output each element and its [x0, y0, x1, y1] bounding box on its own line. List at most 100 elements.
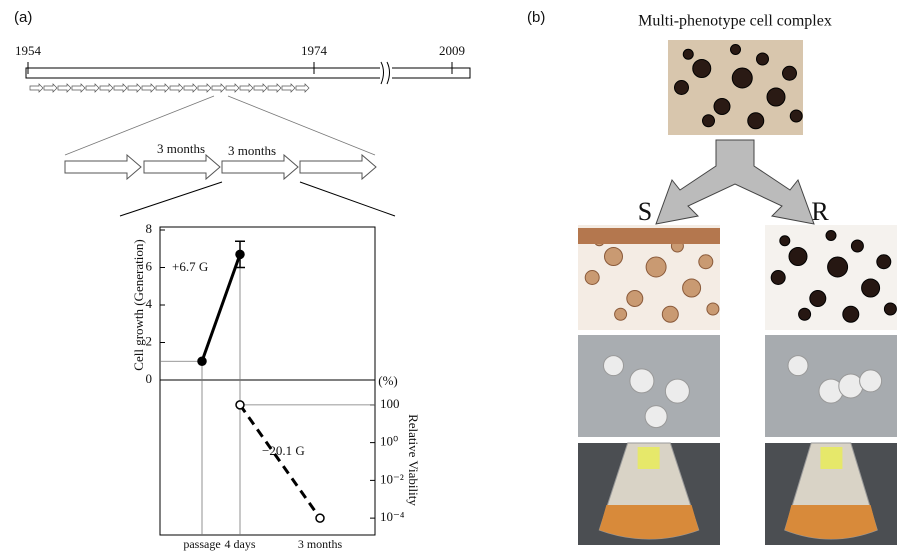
colony: [584, 270, 600, 285]
point: [315, 513, 325, 523]
colony: [789, 109, 803, 123]
big-arrow: [64, 153, 142, 181]
colony: [859, 369, 883, 393]
colony: [850, 239, 864, 253]
colony: [603, 355, 624, 377]
colony: [629, 368, 655, 394]
panel-label: (a): [14, 9, 32, 26]
colony: [698, 254, 714, 270]
split-arrow: [655, 139, 815, 225]
colony: [827, 256, 849, 278]
medium: [784, 505, 878, 539]
big-arrow: [299, 153, 377, 181]
y2-tick-label: 10⁻⁴: [380, 509, 405, 524]
panel-label: (b): [527, 9, 545, 26]
colony: [770, 270, 786, 285]
small-arrow: [183, 83, 198, 93]
label-tag: [820, 447, 843, 469]
colony: [682, 278, 702, 298]
small-arrow: [141, 83, 156, 93]
colony: [614, 307, 628, 321]
y2-tick-label: 100: [380, 396, 400, 411]
break-mark: [380, 61, 390, 85]
colony: [787, 355, 809, 377]
annotation: −20.1 G: [262, 443, 305, 458]
y-tick-label: 4: [146, 296, 153, 311]
colony: [706, 302, 720, 316]
colony: [644, 405, 668, 429]
colony: [645, 256, 667, 278]
colony: [788, 247, 808, 266]
colony: [674, 80, 689, 95]
small-arrow: [281, 83, 296, 93]
passage-arrows: [29, 83, 310, 93]
x-tick-label: passage: [183, 537, 220, 551]
colony: [779, 235, 791, 247]
small-arrow: [295, 83, 310, 93]
small-arrow: [253, 83, 268, 93]
colony: [756, 52, 769, 66]
small-arrow: [169, 83, 184, 93]
plot-frame: [159, 226, 376, 536]
y2-tick-label: 10⁻²: [380, 471, 404, 486]
panel-title: Multi-phenotype cell complex: [638, 13, 832, 30]
small-arrow: [29, 83, 44, 93]
colony: [661, 305, 679, 323]
colony: [692, 59, 712, 78]
tube: [578, 228, 720, 244]
small-arrow: [211, 83, 226, 93]
big-arrow: [221, 153, 299, 181]
colony: [626, 290, 644, 307]
zoom-lines: [119, 181, 396, 217]
colony: [747, 112, 765, 130]
point: [235, 249, 245, 260]
small-arrow: [113, 83, 128, 93]
colony: [838, 373, 864, 399]
colony: [883, 302, 897, 316]
series-line: [200, 253, 242, 362]
small-arrow: [127, 83, 142, 93]
small-arrow: [197, 83, 212, 93]
small-arrow: [71, 83, 86, 93]
colony: [604, 247, 623, 266]
x-tick-label: 4 days: [225, 537, 256, 551]
year: 1954: [15, 43, 42, 58]
small-arrow: [99, 83, 114, 93]
group-label: R: [811, 197, 829, 226]
medium: [599, 505, 699, 539]
point: [197, 356, 207, 366]
small-arrow: [43, 83, 58, 93]
colony: [702, 114, 715, 128]
y-tick-label: 2: [146, 333, 153, 348]
duration: 3 months: [157, 141, 205, 156]
year: 1974: [301, 43, 328, 58]
colony: [664, 378, 690, 404]
colony: [825, 230, 837, 241]
colony: [731, 67, 753, 89]
y-tick-label: 0: [146, 371, 153, 386]
colony: [809, 290, 827, 307]
colony: [730, 44, 741, 55]
colony: [842, 305, 860, 323]
x-tick-label: 3 months: [298, 537, 343, 551]
y2-axis-label: Relative Viability: [406, 414, 421, 506]
y2-unit: (%): [378, 373, 398, 388]
period-arrows: [64, 153, 377, 181]
timeline-bar: [25, 67, 471, 79]
small-arrow: [225, 83, 240, 93]
series-line: [238, 404, 322, 519]
small-arrow: [85, 83, 100, 93]
point: [235, 400, 245, 410]
year: 2009: [439, 43, 465, 58]
colony: [876, 254, 892, 270]
annotation: +6.7 G: [172, 259, 208, 274]
small-arrow: [239, 83, 254, 93]
y-tick-label: 6: [146, 258, 153, 273]
group-label: S: [638, 197, 652, 226]
guide-lines: [160, 254, 375, 535]
zoom-lines: [64, 95, 376, 156]
photos: [578, 40, 897, 545]
small-arrow: [267, 83, 282, 93]
duration: 3 months: [228, 143, 276, 158]
